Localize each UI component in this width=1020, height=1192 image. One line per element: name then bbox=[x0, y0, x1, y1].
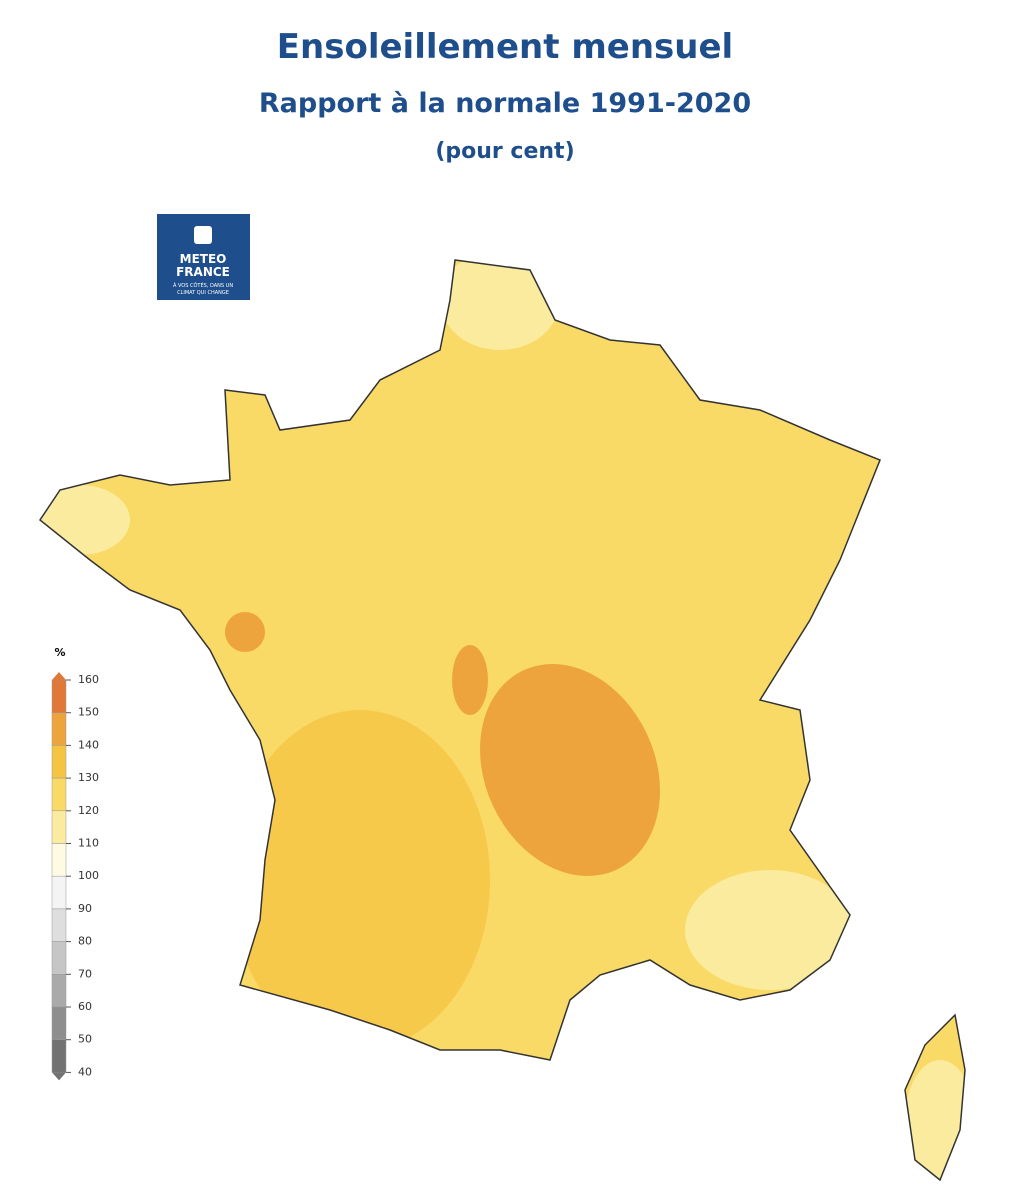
logo-icon bbox=[194, 226, 212, 244]
legend-bin bbox=[51, 777, 67, 812]
title: Ensoleillement mensuel bbox=[277, 27, 733, 67]
map-zone bbox=[230, 710, 490, 1050]
logo-line: METEO bbox=[180, 252, 227, 266]
unit-note: (pour cent) bbox=[435, 139, 574, 164]
legend-tick-label: 80 bbox=[78, 935, 92, 948]
legend-arrow bbox=[52, 672, 66, 680]
legend-tick-label: 120 bbox=[78, 804, 99, 817]
legend-tick-label: 90 bbox=[78, 902, 92, 915]
legend-bin bbox=[51, 810, 67, 844]
legend-bin bbox=[51, 679, 67, 713]
legend: % 160 150 140 130 120 110 100 90 80 70 60 50 40 bbox=[51, 646, 99, 1081]
logo-tagline: À VOS CÔTÉS, DANS UN bbox=[173, 281, 233, 289]
legend-tick-label: 60 bbox=[78, 1000, 92, 1013]
legend-tick-label: 70 bbox=[78, 967, 92, 980]
legend-unit: % bbox=[54, 646, 65, 659]
legend-tick-label: 130 bbox=[78, 771, 99, 784]
legend-tick-label: 160 bbox=[78, 673, 99, 686]
map-zone bbox=[40, 485, 130, 555]
legend-bin bbox=[51, 745, 67, 779]
map-zone bbox=[440, 260, 560, 350]
logo-line: FRANCE bbox=[176, 265, 230, 279]
legend-tick-label: 100 bbox=[78, 869, 99, 882]
legend-arrow bbox=[52, 1072, 66, 1081]
map bbox=[40, 260, 965, 1180]
map-zone bbox=[685, 870, 855, 990]
map-zone bbox=[452, 645, 488, 715]
legend-tick-label: 140 bbox=[78, 738, 99, 751]
legend-tick-label: 150 bbox=[78, 706, 99, 719]
legend-bin bbox=[51, 1006, 67, 1040]
logo: METEO FRANCE À VOS CÔTÉS, DANS UN CLIMAT… bbox=[157, 214, 250, 300]
map-zone bbox=[480, 664, 660, 876]
legend-tick-label: 50 bbox=[78, 1033, 92, 1046]
legend-tick-label: 40 bbox=[78, 1065, 92, 1078]
subtitle: Rapport à la normale 1991-2020 bbox=[259, 88, 751, 119]
map-zone bbox=[225, 612, 265, 652]
logo-tagline: CLIMAT QUI CHANGE bbox=[177, 290, 229, 296]
legend-bin bbox=[51, 941, 67, 975]
legend-bin bbox=[51, 875, 67, 910]
legend-bin bbox=[51, 974, 67, 1008]
legend-bin bbox=[51, 712, 67, 746]
legend-bin bbox=[51, 843, 67, 877]
legend-bin bbox=[51, 908, 67, 942]
legend-bin bbox=[51, 1039, 67, 1073]
legend-tick-label: 110 bbox=[78, 837, 99, 850]
